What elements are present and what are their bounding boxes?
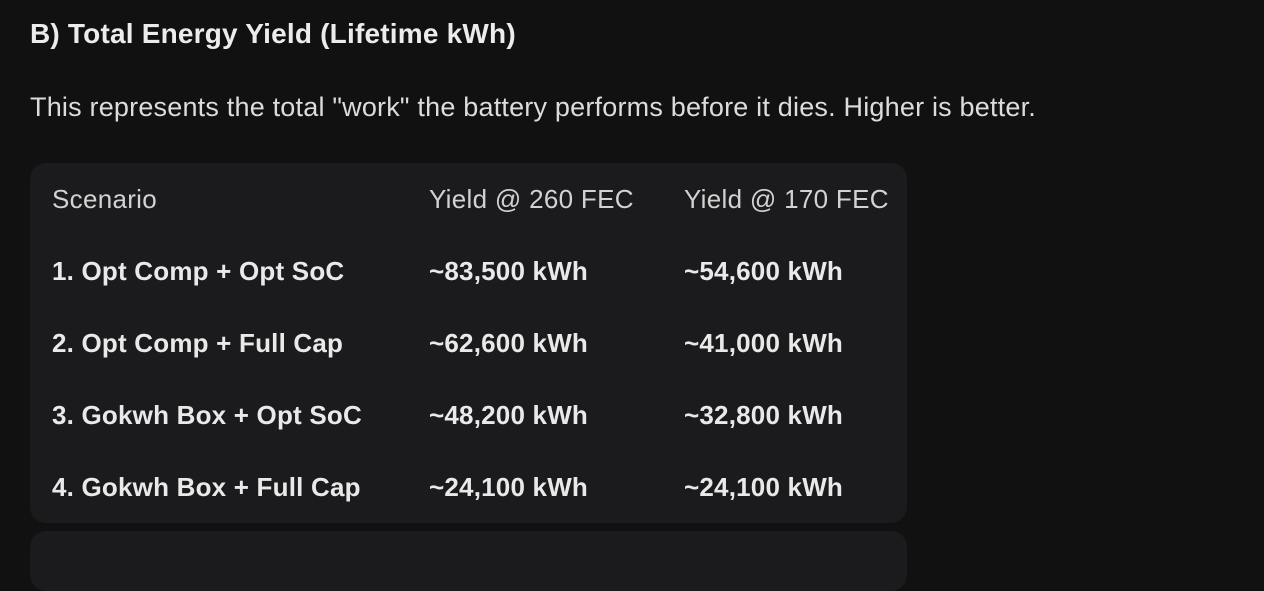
- yield-260-cell: ~62,600 kWh: [429, 327, 589, 358]
- scenario-cell: 2. Opt Comp + Full Cap: [52, 327, 344, 358]
- yield-260-cell: ~48,200 kWh: [429, 399, 589, 430]
- next-section-card-partial: [30, 531, 907, 591]
- yield-170-cell: ~41,000 kWh: [684, 327, 844, 358]
- table-row: 1. Opt Comp + Opt SoC ~83,500 kWh ~54,60…: [52, 235, 891, 307]
- section-heading: B) Total Energy Yield (Lifetime kWh): [30, 18, 516, 49]
- yield-table-card: Scenario Yield @ 260 FEC Yield @ 170 FEC…: [30, 163, 907, 523]
- table-row: 4. Gokwh Box + Full Cap ~24,100 kWh ~24,…: [52, 451, 891, 523]
- scenario-cell: 4. Gokwh Box + Full Cap: [52, 471, 361, 502]
- yield-260-cell: ~83,500 kWh: [429, 255, 589, 286]
- yield-260-cell: ~24,100 kWh: [429, 471, 589, 502]
- column-header-yield-170: Yield @ 170 FEC: [684, 183, 889, 214]
- column-header-scenario: Scenario: [52, 183, 158, 214]
- table-row: 2. Opt Comp + Full Cap ~62,600 kWh ~41,0…: [52, 307, 891, 379]
- yield-170-cell: ~54,600 kWh: [684, 255, 844, 286]
- section-description: This represents the total "work" the bat…: [30, 92, 1037, 122]
- table-row: 3. Gokwh Box + Opt SoC ~48,200 kWh ~32,8…: [52, 379, 891, 451]
- yield-170-cell: ~24,100 kWh: [684, 471, 844, 502]
- column-header-yield-260: Yield @ 260 FEC: [429, 183, 634, 214]
- table-header-row: Scenario Yield @ 260 FEC Yield @ 170 FEC: [52, 163, 891, 235]
- scenario-cell: 3. Gokwh Box + Opt SoC: [52, 399, 362, 430]
- yield-170-cell: ~32,800 kWh: [684, 399, 844, 430]
- scenario-cell: 1. Opt Comp + Opt SoC: [52, 255, 345, 286]
